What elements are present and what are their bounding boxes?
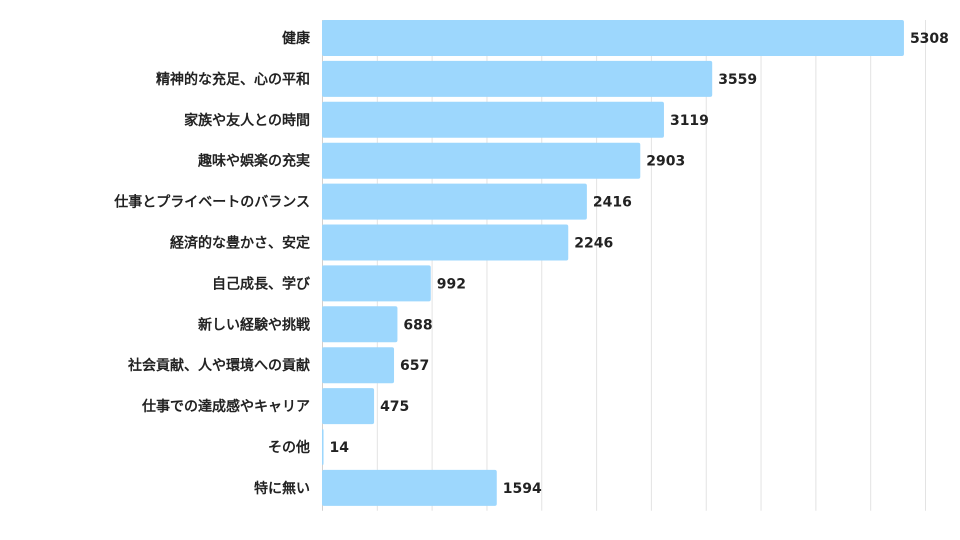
- bar: [322, 101, 664, 138]
- value-label: 3119: [670, 113, 709, 129]
- value-label: 2416: [593, 195, 632, 211]
- value-label: 3559: [718, 72, 757, 88]
- value-label: 5308: [910, 31, 949, 47]
- value-label: 475: [380, 399, 409, 415]
- value-label: 1594: [503, 481, 542, 497]
- bar: [322, 347, 395, 384]
- bar: [322, 429, 324, 465]
- category-label: 経済的な豊かさ、安定: [170, 235, 310, 252]
- value-label: 2246: [574, 236, 613, 252]
- category-label: 健康: [282, 30, 311, 47]
- category-label: 社会貢献、人や環境への貢献: [127, 357, 310, 374]
- bar: [322, 469, 497, 506]
- category-label: 仕事での達成感やキャリア: [141, 398, 310, 415]
- value-labels: 5308 3559 3119 2903 2416 2246 992 688 657 475 14 15…: [330, 31, 949, 497]
- bar: [322, 60, 713, 97]
- category-label: 特に無い: [254, 480, 310, 497]
- value-label: 2903: [646, 154, 685, 170]
- category-labels: 健康精神的な充足、心の平和家族や友人との時間趣味や娯楽の充実仕事とプライベートの…: [113, 30, 311, 497]
- bar: [322, 20, 904, 56]
- category-label: 仕事とプライベートのバランス: [113, 194, 310, 211]
- bar: [322, 388, 375, 425]
- category-label: 家族や友人との時間: [184, 112, 310, 129]
- value-label: 688: [403, 317, 432, 333]
- gridlines: [322, 20, 926, 511]
- bar: [322, 183, 587, 220]
- value-label: 657: [400, 358, 429, 374]
- bar: [322, 265, 431, 302]
- bar: [322, 306, 398, 343]
- value-label: 992: [437, 276, 466, 292]
- bar: [322, 224, 569, 261]
- category-label: その他: [268, 439, 310, 456]
- bars: [322, 20, 904, 506]
- bar: [322, 142, 641, 179]
- value-label: 14: [330, 440, 350, 456]
- category-label: 新しい経験や挑戦: [198, 316, 311, 333]
- category-label: 精神的な充足、心の平和: [156, 71, 310, 88]
- category-label: 趣味や娯楽の充実: [197, 153, 310, 170]
- category-label: 自己成長、学び: [212, 275, 311, 292]
